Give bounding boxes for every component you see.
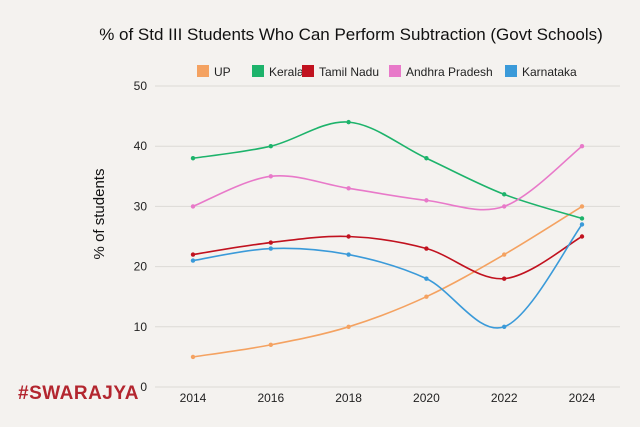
y-axis-ticks: 0 10 20 30 40 50 [134,79,148,394]
y-axis-label: % of students [91,169,108,260]
chart-title: % of Std III Students Who Can Perform Su… [99,25,603,44]
legend-swatch [389,65,401,77]
series-line-kerala [192,121,583,220]
data-point [190,252,196,257]
series-up [190,204,585,360]
series-andhra-pradesh [190,144,585,211]
series-line-tamil-nadu [192,235,583,280]
data-point [424,276,429,281]
data-point [268,174,273,179]
x-tick-label: 2014 [180,391,207,405]
data-point [579,216,585,221]
data-point [579,234,585,239]
y-tick-label: 0 [140,380,147,394]
data-point [579,222,585,227]
data-point [579,144,585,149]
series-line-up [192,205,583,358]
x-axis-ticks: 2014 2016 2018 2020 2022 2024 [180,391,596,405]
legend-label: Karnataka [522,65,577,79]
data-point [502,204,507,209]
data-point [424,198,429,203]
y-tick-label: 10 [134,320,148,334]
y-tick-label: 50 [134,79,148,93]
series-lines [190,119,585,360]
series-tamil-nadu [190,234,585,281]
data-point [424,294,429,299]
data-point [579,204,585,209]
legend-item-kerala: Kerala [252,65,304,79]
data-point [268,342,273,348]
legend-swatch [252,65,264,77]
y-tick-label: 20 [134,260,148,274]
series-karnataka [190,222,585,329]
legend-label: Kerala [269,65,304,79]
data-point [346,234,351,239]
data-point [502,192,507,197]
data-point [268,246,273,251]
legend-item-tamil-nadu: Tamil Nadu [302,65,379,79]
data-point [346,119,351,125]
data-point [190,258,196,263]
legend: UP Kerala Tamil Nadu Andhra Pradesh Karnatak… [197,65,577,79]
gridlines [155,85,620,388]
x-tick-label: 2016 [257,391,284,405]
series-kerala [190,119,585,221]
data-point [190,204,196,209]
legend-swatch [505,65,517,77]
data-point [346,324,351,329]
data-point [346,186,351,191]
y-tick-label: 30 [134,199,148,213]
data-point [268,144,273,149]
x-tick-label: 2022 [491,391,518,405]
legend-item-up: UP [197,65,231,79]
data-point [502,276,507,281]
data-point [190,156,196,161]
legend-label: Tamil Nadu [319,65,379,79]
data-point [268,240,273,245]
legend-label: Andhra Pradesh [406,65,493,79]
x-tick-label: 2018 [335,391,362,405]
data-point [424,156,429,161]
legend-swatch [302,65,314,77]
legend-label: UP [214,65,231,79]
y-tick-label: 40 [134,139,148,153]
x-tick-label: 2024 [569,391,596,405]
legend-item-karnataka: Karnataka [505,65,577,79]
data-point [502,324,507,329]
brand-logo: #SWARAJYA [18,383,139,404]
data-point [190,354,196,360]
data-point [424,246,429,251]
series-line-andhra-pradesh [192,145,583,211]
data-point [502,252,507,257]
data-point [346,252,351,257]
x-tick-label: 2020 [413,391,440,405]
legend-swatch [197,65,209,77]
legend-item-andhra-pradesh: Andhra Pradesh [389,65,493,79]
